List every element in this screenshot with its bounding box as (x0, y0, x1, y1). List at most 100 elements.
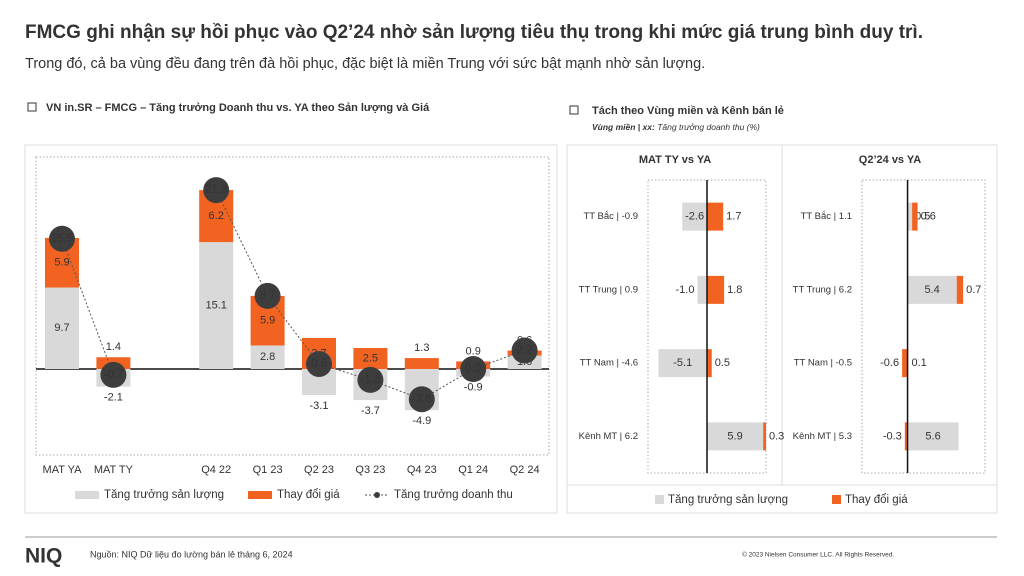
source: Nguồn: NIQ Dữ liệu đo lường bán lẻ tháng… (90, 549, 293, 559)
data-label: -4.9 (412, 415, 431, 427)
data-label: -1.0 (676, 284, 695, 296)
data-label: 6.2 (209, 210, 224, 222)
data-label: 0.6 (311, 358, 327, 370)
line-marker (254, 282, 281, 309)
bar (902, 349, 908, 378)
bar (707, 422, 764, 451)
y-tick-label: TT Bắc | 1.1 (801, 211, 852, 222)
legend-label: Tăng trưởng sản lượng (104, 489, 224, 501)
data-label: -0.9 (464, 381, 483, 393)
data-label: 5.9 (727, 430, 742, 442)
data-label: 2.8 (260, 351, 275, 363)
subtitle: Trong đó, cả ba vùng đều đang trên đà hồ… (25, 56, 705, 72)
line-marker (511, 337, 538, 364)
copyright: © 2023 Nielsen Consumer LLC. All Rights … (742, 551, 894, 559)
legend-label: Thay đổi giá (845, 494, 908, 506)
plot-frame (861, 179, 986, 474)
data-label: 2.2 (517, 345, 533, 357)
x-tick-label: MAT TY (94, 464, 134, 476)
logo: NIQ (25, 545, 62, 568)
data-label: 5.9 (54, 257, 69, 269)
x-tick-label: Q2 24 (510, 464, 540, 476)
section-title: Tách theo Vùng miền và Kênh bán lẻ (592, 105, 784, 117)
line-marker (357, 366, 384, 393)
data-label: 0.9 (466, 345, 481, 357)
bar (45, 287, 79, 369)
chart-frame (24, 144, 558, 514)
y-tick-label: TT Bắc | -0.9 (583, 211, 638, 222)
x-tick-label: Q4 23 (407, 464, 437, 476)
legend-swatch (655, 495, 664, 504)
bullet (27, 102, 37, 112)
section-title: VN in.SR – FMCG – Tăng trưởng Doanh thu … (46, 102, 430, 114)
data-label: -0.7 (103, 369, 123, 381)
data-label: 5.4 (925, 284, 940, 296)
y-tick-label: Kênh MT | 6.2 (579, 431, 638, 442)
bar (907, 275, 957, 304)
panel-title: MAT TY vs YA (639, 154, 711, 166)
data-label: 15.5 (51, 233, 73, 245)
data-label: 0.1 (911, 357, 926, 369)
data-label: -2.1 (104, 392, 123, 404)
data-label: -3.1 (310, 400, 329, 412)
bar (199, 242, 234, 369)
bar (912, 202, 918, 231)
data-label: -0.6 (880, 357, 899, 369)
bar (904, 422, 908, 451)
y-tick-label: TT Trung | 6.2 (793, 284, 852, 295)
bar (707, 349, 712, 378)
data-label: -2.6 (685, 211, 704, 223)
bar (763, 422, 766, 451)
line-marker (49, 225, 75, 252)
line (61, 189, 525, 400)
data-label: 8.7 (260, 290, 276, 302)
plot-frame (35, 156, 550, 456)
line-marker (408, 386, 435, 413)
line-marker (100, 361, 127, 388)
y-tick-label: TT Nam | -4.6 (580, 358, 638, 369)
data-label: 21.3 (205, 184, 227, 196)
x-tick-label: Q2 23 (304, 464, 334, 476)
bullet (569, 105, 579, 115)
data-label: 9.7 (54, 322, 69, 334)
data-label: 0.5 (915, 211, 930, 223)
data-label: -3.6 (412, 393, 432, 405)
data-label: 1.4 (106, 341, 121, 353)
bar (353, 348, 388, 369)
bar (907, 422, 959, 451)
bar (907, 202, 913, 231)
legend-label: Thay đổi giá (277, 489, 340, 501)
note-label: Vùng miền | xx: (592, 122, 655, 132)
data-label: 0.3 (769, 430, 784, 442)
legend-swatch (75, 491, 99, 499)
data-label: 0.7 (966, 284, 981, 296)
bar (682, 202, 707, 231)
legend-swatch (832, 495, 841, 504)
data-label: 0.6 (921, 211, 936, 223)
bar (707, 202, 724, 231)
section-note: Vùng miền | xx: Tăng trưởng doanh thu (%… (592, 122, 760, 132)
data-label: 1.7 (726, 211, 741, 223)
y-tick-label: Kênh MT | 5.3 (793, 431, 852, 442)
legend-marker (374, 492, 380, 498)
data-label: -1.3 (360, 374, 380, 386)
legend-label: Tăng trưởng doanh thu (394, 489, 513, 501)
data-label: 0.0 (465, 363, 481, 375)
y-tick-label: TT Nam | -0.5 (794, 358, 852, 369)
data-label: 2.5 (363, 352, 378, 364)
bar (956, 275, 964, 304)
data-label: -5.1 (673, 357, 692, 369)
bar (250, 345, 285, 369)
data-label: 5.6 (925, 430, 940, 442)
x-tick-label: Q1 24 (458, 464, 488, 476)
bar (404, 358, 439, 369)
title: FMCG ghi nhận sự hồi phục vào Q2’24 nhờ … (25, 22, 923, 43)
line-marker (306, 350, 332, 377)
x-tick-label: Q3 23 (355, 464, 385, 476)
data-label: 5.9 (260, 315, 275, 327)
note-text: Tăng trưởng doanh thu (%) (657, 122, 760, 132)
bar (658, 349, 707, 378)
legend-swatch (248, 491, 272, 499)
y-tick-label: TT Trung | 0.9 (579, 284, 638, 295)
